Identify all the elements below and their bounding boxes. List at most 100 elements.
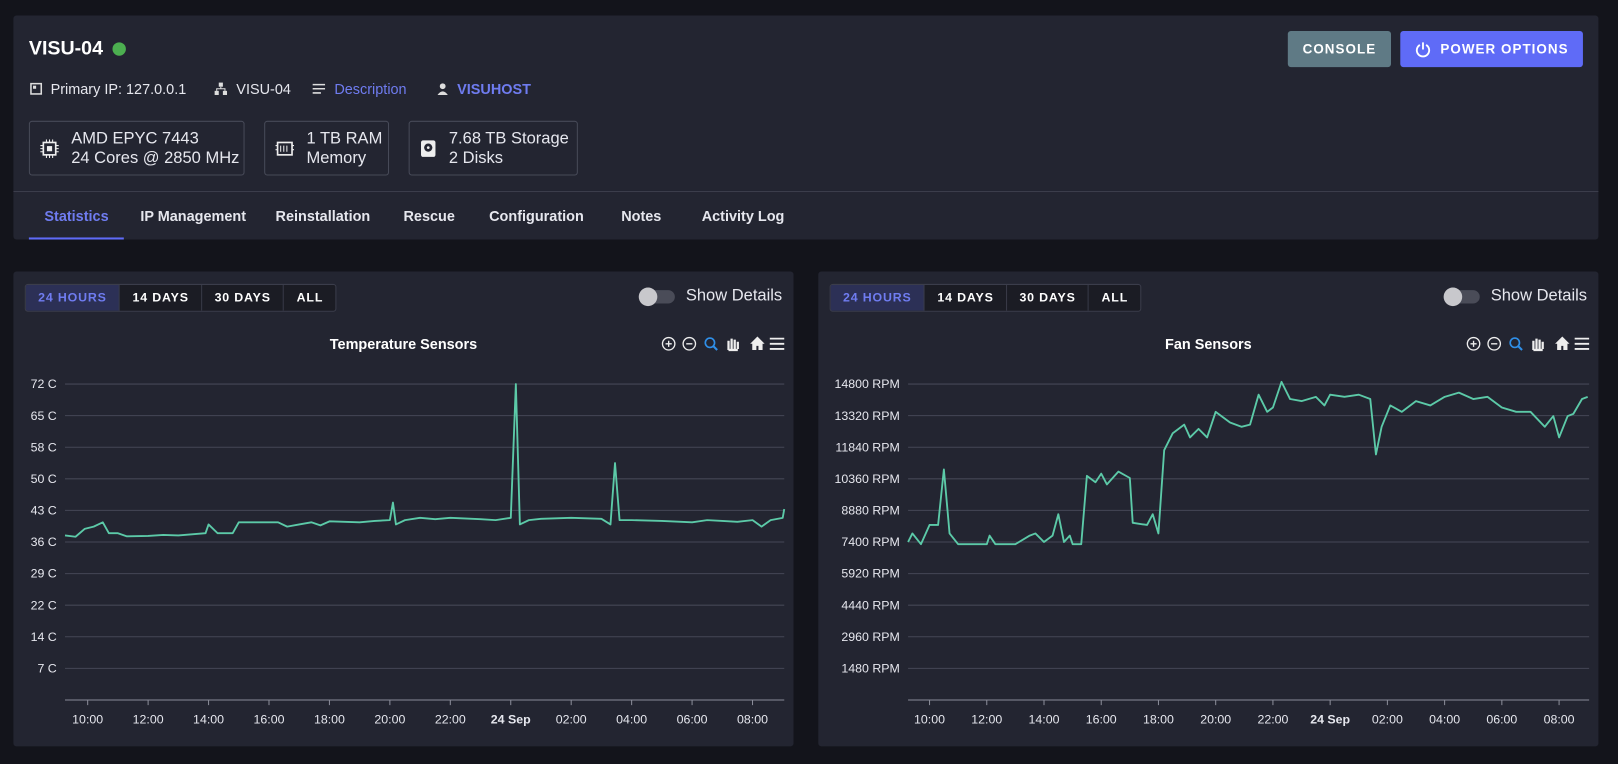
zoom-icon xyxy=(712,345,718,351)
y-tick-label: 36 C xyxy=(31,535,57,549)
range-selector: 24 HOURS 14 DAYS 30 DAYS ALL xyxy=(24,283,337,312)
y-tick-label: 7 C xyxy=(37,662,56,676)
chart: Fan Sensors 1480 RPM 2960 RPM 4440 RPM 5920 … xyxy=(834,336,1590,727)
x-tick-label: 02:00 xyxy=(1372,713,1403,727)
y-tick-label: 10360 RPM xyxy=(834,472,899,486)
pan-icon xyxy=(1532,338,1544,352)
user-icon xyxy=(437,83,448,95)
zoom-in-icon xyxy=(1466,336,1481,351)
range-button[interactable]: 30 DAYS xyxy=(1007,284,1090,311)
x-tick-label: 14:00 xyxy=(1029,713,1060,727)
range-selector: 24 HOURS 14 DAYS 30 DAYS ALL xyxy=(829,283,1142,312)
zoom-in-icon xyxy=(665,340,672,347)
desc-icon xyxy=(312,83,326,94)
x-tick-label: 14:00 xyxy=(193,713,224,727)
power-label: POWER OPTIONS xyxy=(1440,41,1569,57)
x-tick-label: 04:00 xyxy=(616,713,647,727)
range-button[interactable]: 24 HOURS xyxy=(830,284,926,311)
x-tick-label: 24 Sep xyxy=(491,713,531,727)
tab[interactable]: Rescue xyxy=(403,207,455,225)
x-tick-label: 12:00 xyxy=(133,713,164,727)
cpu-card: AMD EPYC 7443 24 Cores @ 2850 MHz xyxy=(28,120,245,176)
zoom-icon xyxy=(1517,345,1523,351)
home-icon xyxy=(750,336,765,350)
x-tick-label: 16:00 xyxy=(254,713,285,727)
chart-title: Fan Sensors xyxy=(1165,337,1252,353)
details-toggle[interactable]: Show Details xyxy=(637,286,782,307)
y-tick-label: 43 C xyxy=(31,504,57,518)
x-tick-label: 06:00 xyxy=(677,713,708,727)
network-icon xyxy=(214,82,228,95)
zoom-out-icon xyxy=(1487,336,1502,351)
x-tick-label: 22:00 xyxy=(435,713,466,727)
spec-line: 24 Cores @ 2850 MHz xyxy=(71,149,240,167)
y-tick-label: 14 C xyxy=(31,630,57,644)
x-tick-label: 06:00 xyxy=(1486,713,1517,727)
zoom-in-icon xyxy=(661,336,676,351)
description-link[interactable]: Description xyxy=(312,80,407,98)
spec-line: 7.68 TB Storage xyxy=(448,129,569,148)
details-toggle[interactable]: Show Details xyxy=(1442,286,1587,307)
y-tick-label: 8880 RPM xyxy=(841,504,899,518)
power-icon xyxy=(1415,41,1430,57)
zoom-icon xyxy=(1509,337,1521,349)
range-button[interactable]: 24 HOURS xyxy=(25,284,121,311)
x-tick-label: 22:00 xyxy=(1257,713,1288,727)
y-tick-label: 13320 RPM xyxy=(834,409,899,423)
tab[interactable]: Notes xyxy=(621,207,662,225)
home-icon xyxy=(1555,336,1570,350)
tab[interactable]: Reinstallation xyxy=(275,207,371,225)
y-tick-label: 7400 RPM xyxy=(841,535,899,549)
x-tick-label: 16:00 xyxy=(1086,713,1117,727)
tab[interactable]: Activity Log xyxy=(701,207,785,225)
y-tick-label: 14800 RPM xyxy=(834,377,899,391)
hostname-text: VISU-04 xyxy=(236,80,291,98)
sensor-line xyxy=(64,383,786,538)
range-button[interactable]: 14 DAYS xyxy=(120,284,203,311)
toggle-label: Show Details xyxy=(685,287,783,305)
zoom-icon xyxy=(704,337,716,349)
chart-title: Temperature Sensors xyxy=(330,337,477,353)
y-tick-label: 22 C xyxy=(31,598,57,612)
server-title: VISU-04 xyxy=(28,38,103,60)
menu-icon xyxy=(1574,337,1590,350)
server-header: VISU-04 CONSOLE POWER OPTIONS Primary IP… xyxy=(13,15,1599,240)
power-button[interactable]: POWER OPTIONS xyxy=(1400,30,1583,68)
switch[interactable] xyxy=(1442,286,1481,307)
spec-line: 2 Disks xyxy=(448,149,504,167)
range-button[interactable]: ALL xyxy=(284,284,336,311)
switch[interactable] xyxy=(637,286,676,307)
console-button[interactable]: CONSOLE xyxy=(1287,30,1392,68)
y-tick-label: 5920 RPM xyxy=(841,567,899,581)
chart-panel: Fan Sensors 1480 RPM 2960 RPM 4440 RPM 5920 … xyxy=(818,271,1599,747)
description-text[interactable]: Description xyxy=(334,80,407,98)
spec-line: Memory xyxy=(306,149,367,167)
range-button[interactable]: ALL xyxy=(1089,284,1141,311)
tab[interactable]: IP Management xyxy=(140,207,247,225)
range-button[interactable]: 14 DAYS xyxy=(925,284,1008,311)
x-tick-label: 10:00 xyxy=(72,713,103,727)
ip-info: Primary IP: 127.0.0.1 xyxy=(30,80,187,98)
divider xyxy=(13,190,1599,193)
owner-text[interactable]: VISUHOST xyxy=(457,80,531,98)
ip-text: Primary IP: 127.0.0.1 xyxy=(50,80,187,98)
storage-card: 7.68 TB Storage 2 Disks xyxy=(408,120,578,176)
spec-line: AMD EPYC 7443 xyxy=(71,129,199,148)
owner-link[interactable]: VISUHOST xyxy=(436,80,531,98)
y-tick-label: 11840 RPM xyxy=(835,440,899,454)
x-tick-label: 04:00 xyxy=(1429,713,1460,727)
zoom-out-icon xyxy=(682,336,697,351)
x-tick-label: 20:00 xyxy=(374,713,405,727)
ram-card: 1 TB RAM Memory xyxy=(264,120,390,176)
menu-icon xyxy=(769,337,785,350)
range-button[interactable]: 30 DAYS xyxy=(202,284,285,311)
x-tick-label: 20:00 xyxy=(1200,713,1231,727)
y-tick-label: 65 C xyxy=(31,409,57,423)
tab[interactable]: Statistics xyxy=(44,207,109,225)
x-tick-label: 24 Sep xyxy=(1310,713,1350,727)
tab[interactable]: Configuration xyxy=(489,207,584,225)
status-dot xyxy=(112,42,126,56)
disk-icon xyxy=(421,139,436,157)
